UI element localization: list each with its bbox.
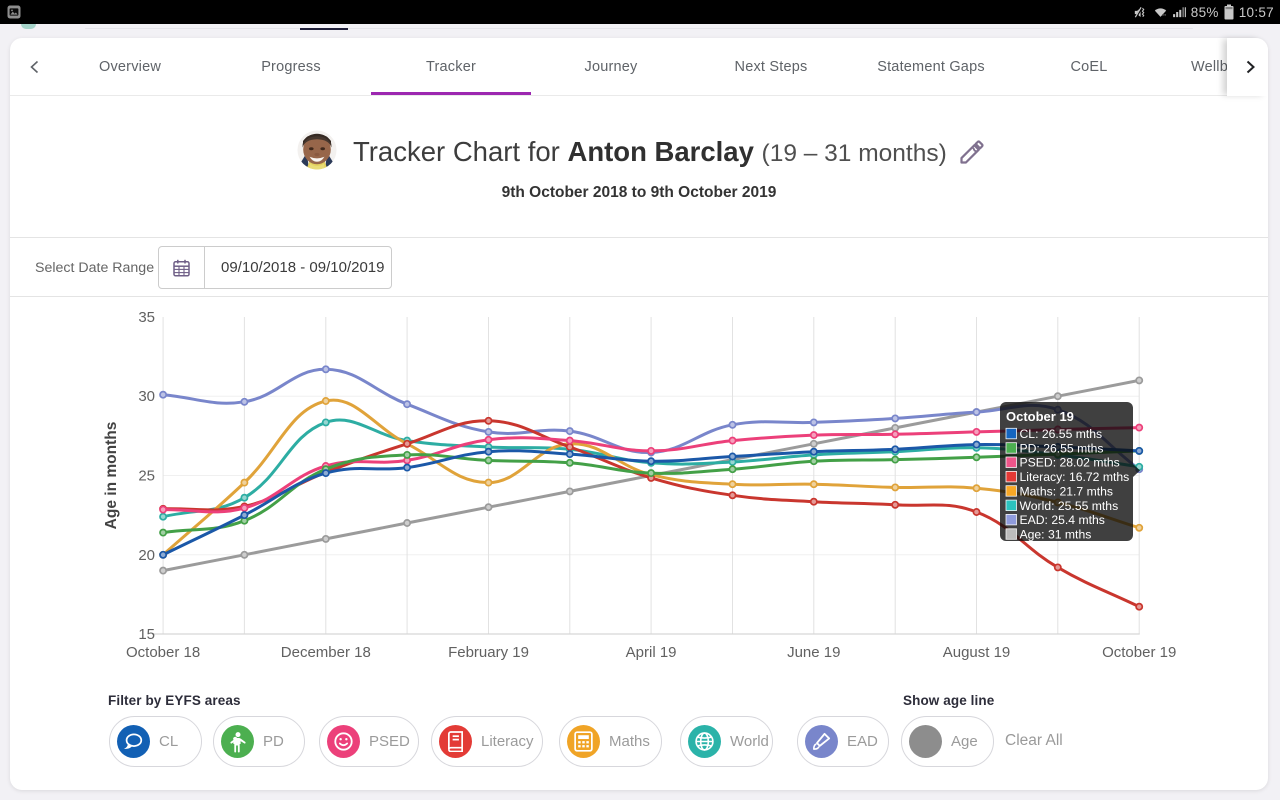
svg-text:April 19: April 19 — [626, 644, 677, 661]
svg-text:October 18: October 18 — [126, 644, 200, 661]
svg-text:Maths: 21.7 mths: Maths: 21.7 mths — [1020, 484, 1113, 498]
svg-text:Age: 31 mths: Age: 31 mths — [1020, 528, 1092, 542]
svg-text:Literacy: 16.72 mths: Literacy: 16.72 mths — [1020, 470, 1130, 484]
svg-text:20: 20 — [138, 547, 155, 564]
svg-text:February 19: February 19 — [448, 644, 529, 661]
svg-text:December 18: December 18 — [281, 644, 371, 661]
svg-text:25: 25 — [138, 468, 155, 485]
svg-text:15: 15 — [138, 626, 155, 643]
svg-text:PSED: 28.02 mths: PSED: 28.02 mths — [1020, 456, 1120, 470]
svg-text:PD: 26.55 mths: PD: 26.55 mths — [1020, 441, 1104, 455]
svg-text:World: 25.55 mths: World: 25.55 mths — [1020, 499, 1119, 513]
svg-text:June 19: June 19 — [787, 644, 840, 661]
svg-text:October 19: October 19 — [1006, 409, 1074, 424]
svg-text:Age in months: Age in months — [103, 422, 120, 530]
svg-text:CL: 26.55 mths: CL: 26.55 mths — [1020, 427, 1103, 441]
svg-text:August 19: August 19 — [943, 644, 1011, 661]
svg-text:30: 30 — [138, 388, 155, 405]
svg-text:October 19: October 19 — [1102, 644, 1176, 661]
svg-text:EAD: 25.4 mths: EAD: 25.4 mths — [1020, 513, 1105, 527]
svg-text:35: 35 — [138, 309, 155, 326]
